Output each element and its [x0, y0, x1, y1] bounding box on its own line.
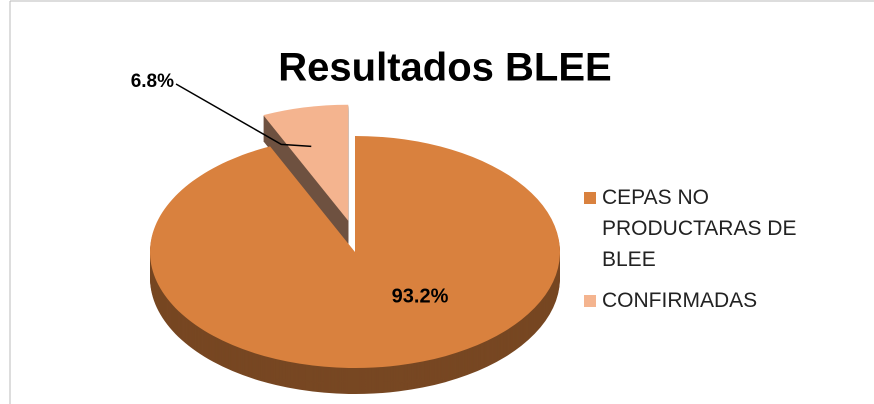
data-label: 6.8% [131, 71, 174, 92]
legend-item: CONFIRMADAS [584, 285, 854, 316]
legend-swatch [584, 295, 596, 307]
legend-item: CEPAS NO PRODUCTARAS DE BLEE [584, 182, 854, 275]
legend: CEPAS NO PRODUCTARAS DE BLEE CONFIRMADAS [584, 182, 854, 326]
legend-label: CONFIRMADAS [602, 289, 758, 312]
legend-swatch [584, 192, 596, 204]
pie-slice [149, 136, 560, 369]
chart-title: Resultados BLEE [278, 46, 611, 90]
pie-slice [263, 104, 349, 221]
legend-label: CEPAS NO PRODUCTARAS DE BLEE [602, 186, 797, 271]
data-label: 93.2% [392, 285, 449, 307]
leader-line [175, 83, 312, 148]
